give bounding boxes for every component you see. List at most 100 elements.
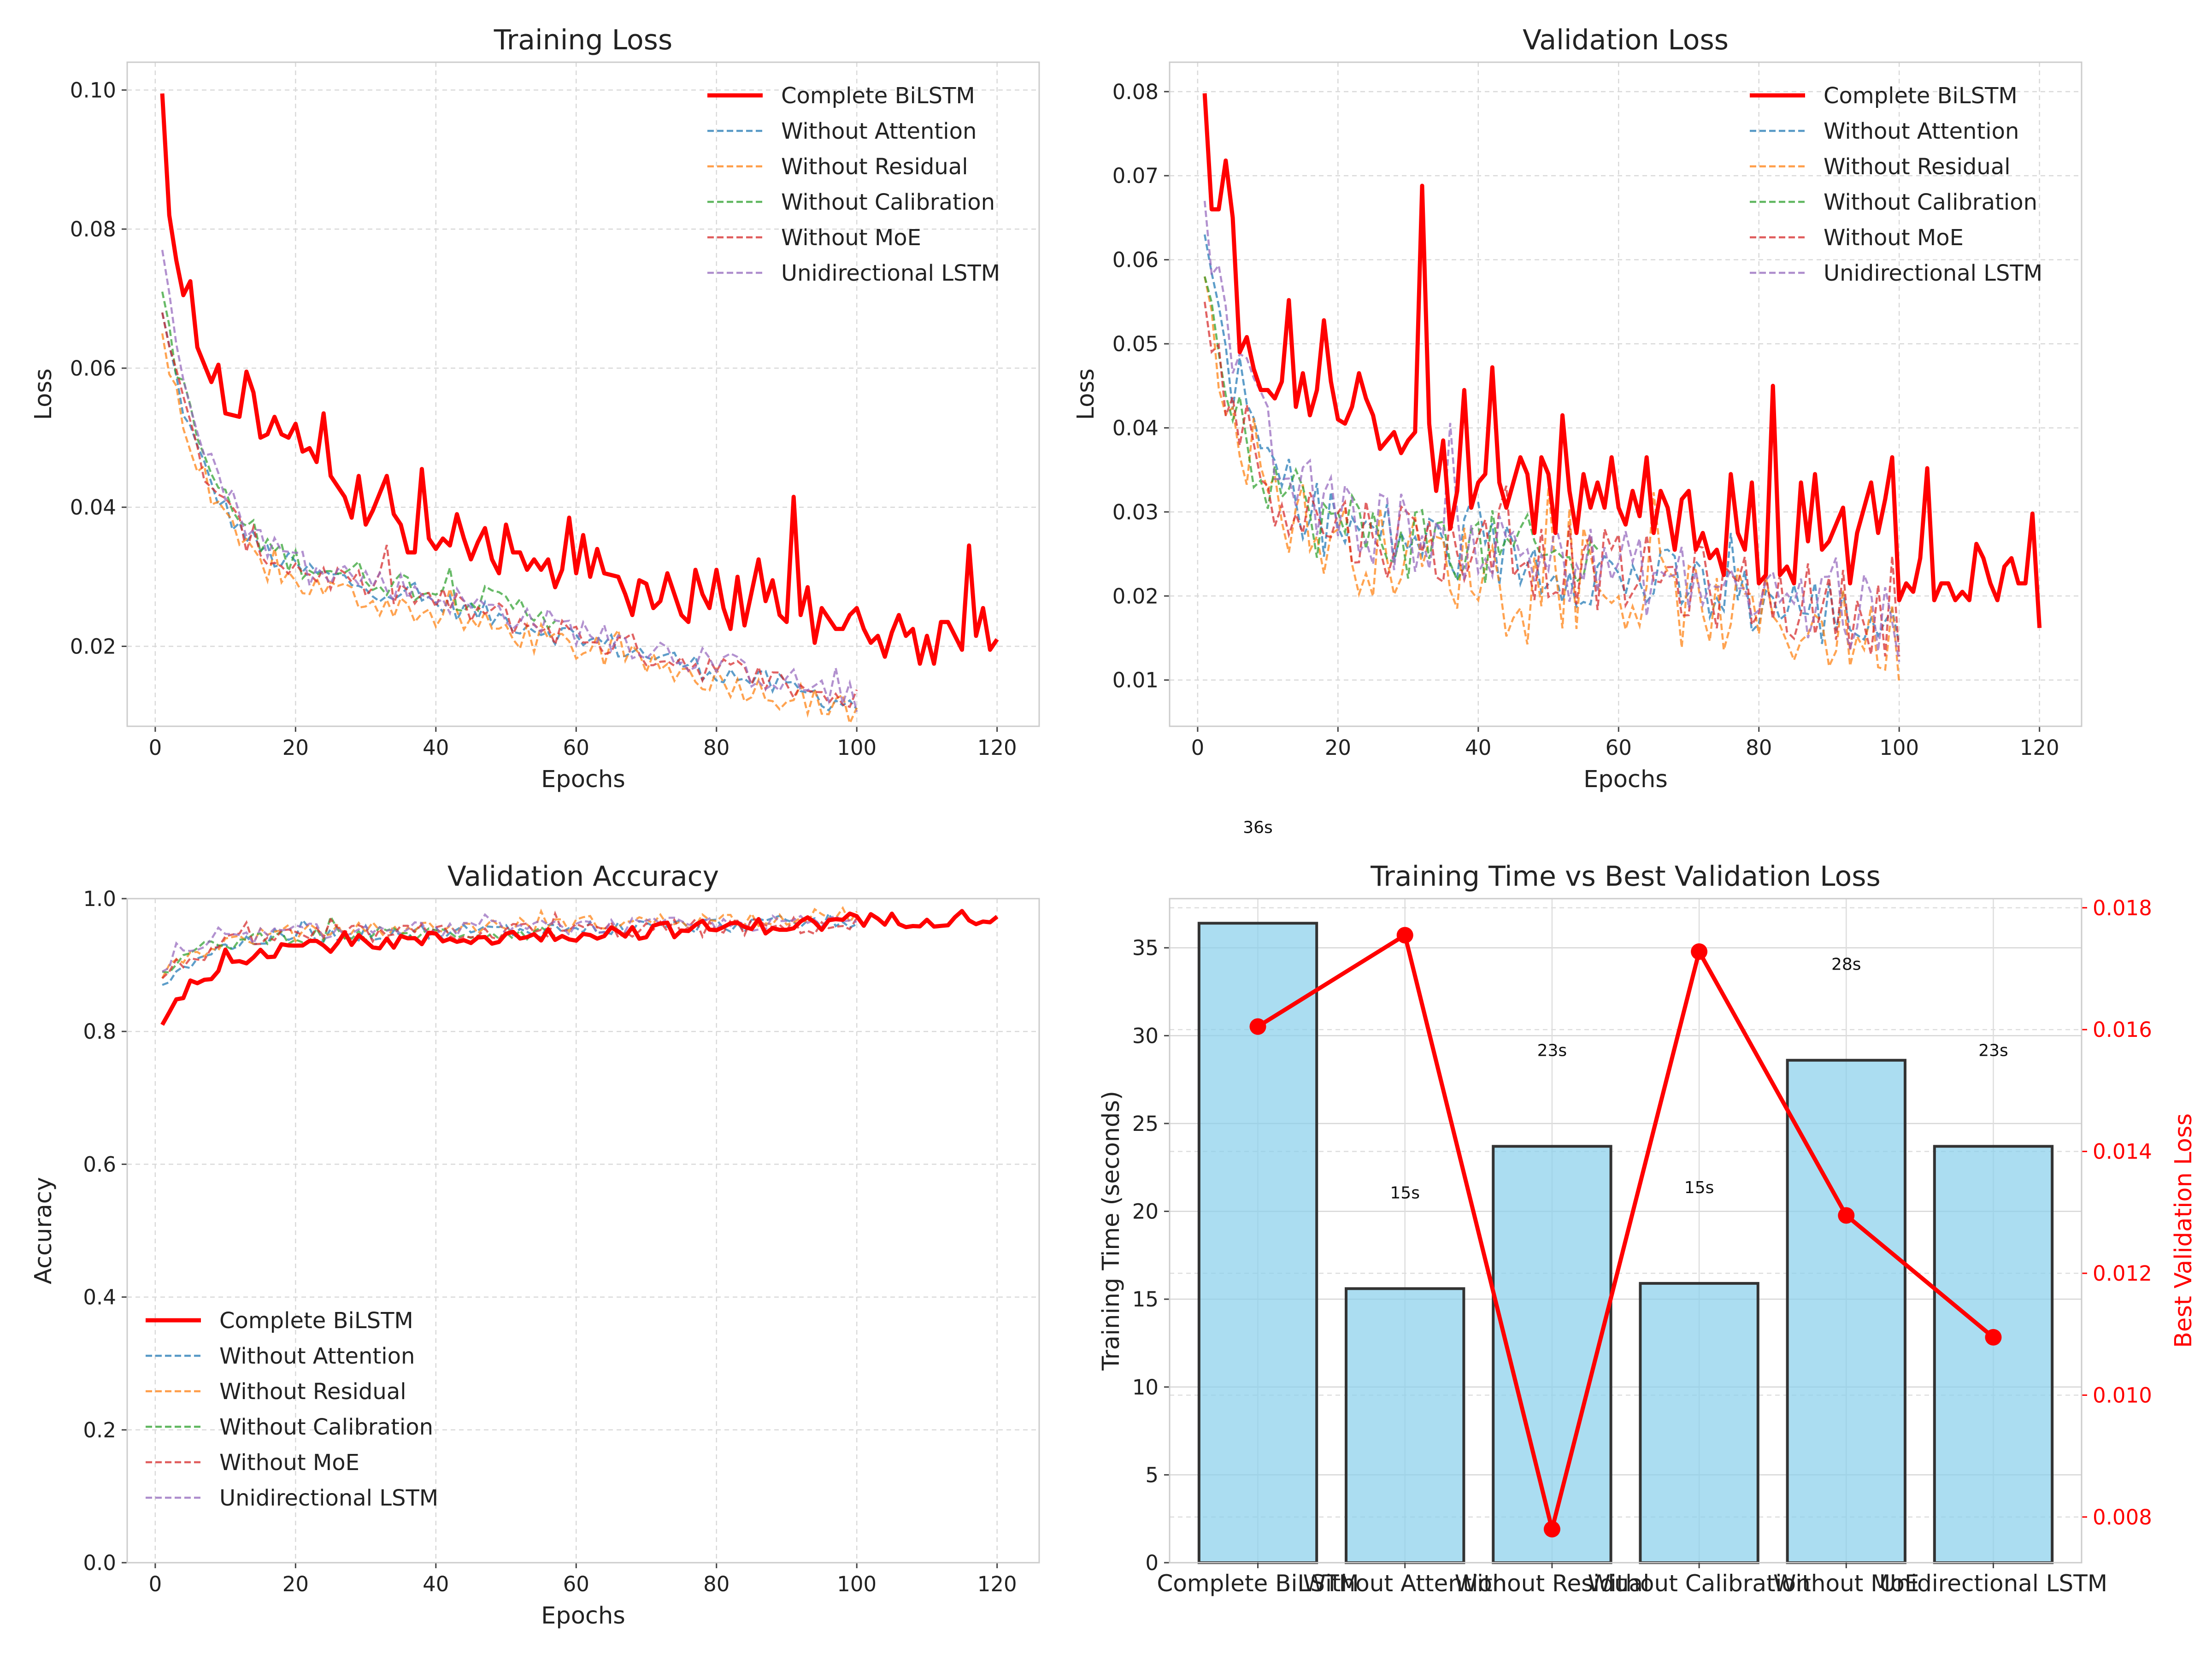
y-tick-label: 0.8 (83, 1019, 116, 1044)
best-val-loss-line (1257, 933, 1995, 1531)
x-tick-label: Without Residual (1455, 1570, 1649, 1597)
y-tick-label: 20 (1132, 1200, 1159, 1224)
bar (1786, 1059, 1906, 1564)
bar-value-label: 23s (1537, 1041, 1567, 1060)
legend-label: Without Residual (219, 1379, 406, 1405)
series-line-complete-bilstm (160, 93, 999, 666)
y-right-tick-label: 0.012 (2093, 1261, 2152, 1286)
chart-title: Training Time vs Best Validation Loss (1370, 860, 1880, 893)
y-axis-label: Accuracy (30, 1177, 57, 1284)
series-line-without-moe (1203, 301, 1900, 657)
legend-label: Without Calibration (219, 1414, 433, 1440)
best-val-loss-marker (1543, 1521, 1560, 1538)
y-tick-label: 25 (1132, 1112, 1159, 1136)
series-line-unidirectional-lstm (1203, 200, 1900, 662)
x-axis-label: Epochs (1583, 766, 1668, 793)
panel-3: 0 5 10 15 20 25 30 35 0.008 0.010 0.012 0.014 0.016 0… (1098, 818, 2197, 1597)
series-line-complete-bilstm (1202, 93, 2042, 628)
x-tick-label: 60 (1606, 735, 1632, 760)
x-axis-label: Epochs (541, 766, 625, 793)
x-tick-label: 60 (563, 735, 589, 760)
bar-value-label: 36s (1243, 818, 1273, 837)
y-tick-label: 30 (1132, 1024, 1159, 1048)
axes-frame (126, 898, 1040, 1564)
bar (1933, 1145, 2054, 1564)
x-tick-label: 40 (423, 1572, 449, 1596)
series-line-without-moe (161, 910, 858, 979)
legend-label: Without Attention (1824, 118, 2019, 144)
x-tick-label: 80 (703, 735, 729, 760)
best-val-loss-marker (1838, 1207, 1855, 1224)
x-tick-label: 40 (1465, 735, 1491, 760)
y-tick-label: 0.08 (70, 217, 116, 241)
x-tick-label: 0 (149, 735, 162, 760)
legend: Complete BiLSTM Without Attention Without … (146, 1308, 438, 1511)
series-line-without-attention (1203, 234, 1900, 645)
y-tick-label: 0.03 (1112, 500, 1159, 524)
y-tick-label: 0.07 (1112, 164, 1159, 188)
y-tick-label: 0.4 (83, 1285, 116, 1310)
y-tick-label: 5 (1145, 1463, 1159, 1487)
axes-frame (126, 61, 1040, 727)
series-line-complete-bilstm (160, 909, 999, 1026)
best-val-loss-marker (1985, 1329, 2002, 1346)
series-line-unidirectional-lstm (161, 250, 858, 712)
axes-frame (1169, 898, 2083, 1564)
best-val-loss-marker (1396, 927, 1413, 944)
x-axis-label: Epochs (541, 1602, 625, 1630)
series-line-without-moe (161, 312, 858, 708)
series-line-without-calibration (1203, 276, 1599, 584)
x-tick-label: 20 (282, 735, 309, 760)
series-line-without-calibration (161, 291, 556, 630)
y-tick-label: 0.2 (83, 1418, 116, 1442)
y-right-tick-label: 0.018 (2093, 896, 2152, 920)
y-tick-label: 0.06 (1112, 248, 1159, 272)
best-val-loss-marker (1249, 1018, 1266, 1035)
legend-label: Without Attention (781, 118, 977, 144)
series-line-without-attention (161, 312, 858, 712)
bar-value-label: 23s (1978, 1041, 2008, 1060)
bar-value-label: 15s (1390, 1183, 1420, 1202)
y-tick-label: 0.06 (70, 356, 116, 381)
y-right-tick-label: 0.014 (2093, 1140, 2152, 1164)
legend-label: Unidirectional LSTM (1824, 260, 2042, 286)
y-tick-label: 0.01 (1112, 668, 1159, 693)
y-tick-label: 35 (1132, 936, 1159, 960)
x-tick-label: 100 (1879, 735, 1919, 760)
x-tick-label: 100 (837, 1572, 877, 1596)
series-line-without-residual (161, 333, 858, 726)
series-line-without-calibration (162, 914, 556, 974)
bar (1492, 1145, 1612, 1564)
plot-area (160, 906, 999, 1026)
legend-label: Unidirectional LSTM (781, 260, 1000, 286)
bar-value-label: 15s (1684, 1178, 1714, 1197)
y-tick-label: 0 (1145, 1551, 1159, 1575)
y-tick-label: 0.0 (83, 1551, 116, 1575)
y-tick-label: 0.02 (70, 634, 116, 659)
y-axis-label: Training Time (seconds) (1098, 1091, 1125, 1371)
y-tick-label: 0.08 (1112, 80, 1159, 104)
x-tick-label: 0 (1191, 735, 1205, 760)
panel-2: 0 20 40 60 80 100 120 0.0 0.2 0.4 0.6 0.8 1.0 Validat… (30, 860, 1040, 1630)
chart-title: Validation Loss (1523, 24, 1729, 56)
bar (1345, 1287, 1465, 1564)
plot-area (160, 93, 999, 726)
series-line-without-residual (1203, 276, 1900, 683)
x-tick-label: 80 (703, 1572, 729, 1596)
legend-label: Without MoE (219, 1450, 359, 1476)
panel-1: 0 20 40 60 80 100 120 0.01 0.02 0.03 0.04 0.05 0.06 0… (1072, 24, 2083, 793)
x-tick-label: 60 (563, 1572, 589, 1596)
y-tick-label: 0.04 (70, 495, 116, 520)
x-tick-label: 0 (149, 1572, 162, 1596)
y-axis-label: Loss (1072, 369, 1100, 420)
legend-label: Without Residual (781, 154, 968, 180)
y-axis-label: Loss (30, 369, 57, 420)
legend: Complete BiLSTM Without Attention Without … (707, 83, 1000, 286)
y-right-tick-label: 0.016 (2093, 1018, 2152, 1042)
plot-area (1202, 93, 2042, 683)
x-tick-label: 20 (1325, 735, 1351, 760)
legend-label: Complete BiLSTM (1824, 83, 2018, 109)
bar (1639, 1282, 1759, 1564)
legend-label: Without Attention (219, 1343, 415, 1369)
legend-label: Unidirectional LSTM (219, 1485, 438, 1511)
